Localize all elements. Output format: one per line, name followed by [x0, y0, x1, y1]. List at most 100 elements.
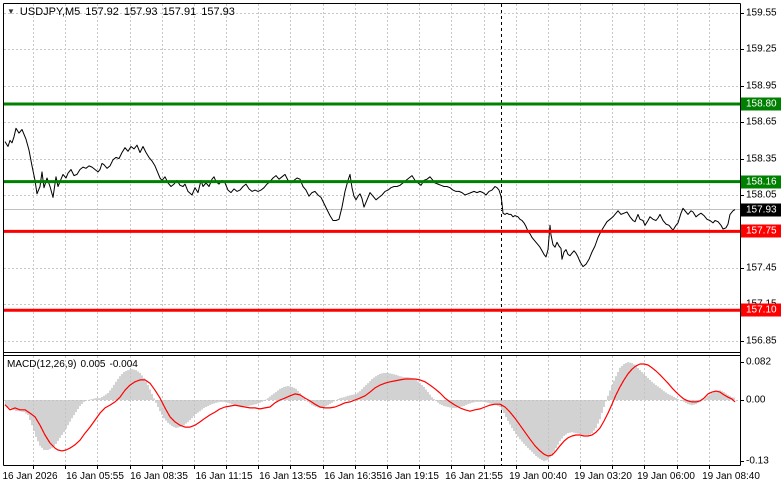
macd-histogram-bar: [325, 400, 327, 407]
macd-histogram-bar: [317, 400, 319, 408]
macd-histogram-bar: [541, 400, 543, 461]
macd-histogram-bar: [381, 373, 383, 400]
macd-histogram-bar: [399, 376, 401, 400]
macd-histogram-bar: [139, 372, 141, 400]
macd-histogram-bar: [661, 389, 663, 400]
macd-histogram-bar: [263, 400, 265, 401]
macd-histogram-bar: [409, 377, 411, 400]
macd-histogram-bar: [75, 400, 77, 413]
macd-histogram-bar: [579, 400, 581, 435]
macd-histogram-bar: [245, 400, 247, 407]
price-axis-tick-label: 158.05: [746, 189, 777, 201]
macd-histogram-bar: [105, 394, 107, 400]
macd-histogram-bar: [339, 398, 341, 400]
macd-histogram-bar: [469, 400, 471, 404]
macd-header: MACD(12,26,9) 0.005 -0.004: [7, 359, 142, 370]
macd-histogram-bar: [417, 381, 419, 400]
macd-histogram-bar: [287, 385, 289, 400]
macd-histogram-bar: [231, 400, 233, 405]
macd-histogram-bar: [487, 400, 489, 403]
macd-histogram-bar: [255, 400, 257, 405]
macd-histogram-bar: [73, 400, 75, 416]
macd-histogram-bar: [543, 400, 545, 462]
macd-histogram-bar: [499, 400, 501, 408]
macd-histogram-bar: [401, 376, 403, 400]
macd-histogram-bar: [639, 370, 641, 400]
macd-histogram-bar: [635, 365, 637, 400]
macd-histogram-bar: [455, 400, 457, 408]
macd-histogram-bar: [173, 400, 175, 428]
macd-histogram-bar: [83, 400, 85, 402]
macd-histogram-bar: [29, 400, 31, 421]
macd-histogram-bar: [153, 398, 155, 400]
macd-histogram-bar: [517, 400, 519, 437]
macd-histogram-bar: [615, 376, 617, 400]
macd-histogram-bar: [427, 392, 429, 400]
time-axis-label: 19 Jan 00:40: [509, 471, 567, 482]
macd-histogram-bar: [347, 395, 349, 400]
macd-histogram-bar: [673, 396, 675, 400]
macd-histogram-bar: [575, 400, 577, 434]
macd-histogram-bar: [497, 400, 499, 407]
macd-histogram-bar: [273, 393, 275, 400]
price-axis-scale[interactable]: [741, 4, 781, 465]
macd-histogram-bar: [483, 400, 485, 402]
macd-plot-area[interactable]: [4, 356, 740, 465]
macd-histogram-bar: [475, 400, 477, 402]
macd-histogram-bar: [233, 400, 235, 405]
macd-histogram-bar: [433, 399, 435, 400]
macd-histogram-bar: [31, 400, 33, 426]
chevron-down-icon: ▼: [7, 7, 15, 16]
macd-histogram-bar: [711, 392, 713, 400]
macd-histogram-bar: [721, 391, 723, 400]
macd-histogram-bar: [117, 378, 119, 400]
macd-histogram-bar: [343, 397, 345, 400]
price-level-badge: 157.10: [741, 303, 781, 317]
macd-histogram-bar: [473, 400, 475, 403]
macd-histogram-bar: [107, 392, 109, 400]
time-axis-label: 16 Jan 19:15: [381, 471, 439, 482]
macd-histogram-bar: [27, 400, 29, 415]
macd-histogram-bar: [443, 400, 445, 407]
macd-histogram-bar: [81, 400, 83, 404]
open-value: 157.92: [85, 6, 119, 18]
macd-histogram-bar: [225, 400, 227, 403]
macd-histogram-bar: [363, 386, 365, 400]
macd-label: MACD(12,26,9): [7, 359, 77, 370]
macd-histogram-bar: [59, 400, 61, 438]
macd-histogram-bar: [357, 392, 359, 400]
macd-histogram-bar: [351, 394, 353, 400]
macd-histogram-bar: [595, 400, 597, 429]
macd-histogram-bar: [179, 400, 181, 428]
macd-histogram-bar: [213, 400, 215, 404]
macd-histogram-bar: [249, 400, 251, 406]
macd-histogram-bar: [663, 391, 665, 400]
time-axis-label: 19 Jan 06:00: [637, 471, 695, 482]
macd-histogram-bar: [169, 400, 171, 425]
macd-histogram-bar: [593, 400, 595, 431]
time-axis-label: 16 Jan 11:15: [195, 471, 253, 482]
macd-histogram-bar: [261, 400, 263, 402]
macd-histogram-bar: [333, 400, 335, 402]
macd-histogram-bar: [67, 400, 69, 426]
price-plot-area[interactable]: [4, 4, 740, 352]
macd-histogram-bar: [719, 390, 721, 400]
macd-histogram-bar: [559, 400, 561, 442]
macd-histogram-bar: [361, 389, 363, 400]
macd-histogram-bar: [229, 400, 231, 404]
macd-histogram-bar: [545, 400, 547, 461]
macd-histogram-bar: [349, 395, 351, 400]
price-axis-tick-label: 156.85: [746, 335, 777, 347]
macd-histogram-bar: [167, 400, 169, 423]
macd-histogram-bar: [605, 400, 607, 402]
macd-histogram-bar: [675, 398, 677, 400]
macd-histogram-bar: [247, 400, 249, 407]
macd-histogram-bar: [101, 396, 103, 400]
macd-histogram-bar: [7, 400, 9, 408]
macd-histogram-bar: [413, 378, 415, 400]
macd-histogram-bar: [159, 400, 161, 412]
macd-histogram-bar: [389, 373, 391, 400]
macd-histogram-bar: [395, 374, 397, 400]
time-axis-scale[interactable]: [4, 466, 740, 488]
macd-histogram-bar: [25, 400, 27, 414]
